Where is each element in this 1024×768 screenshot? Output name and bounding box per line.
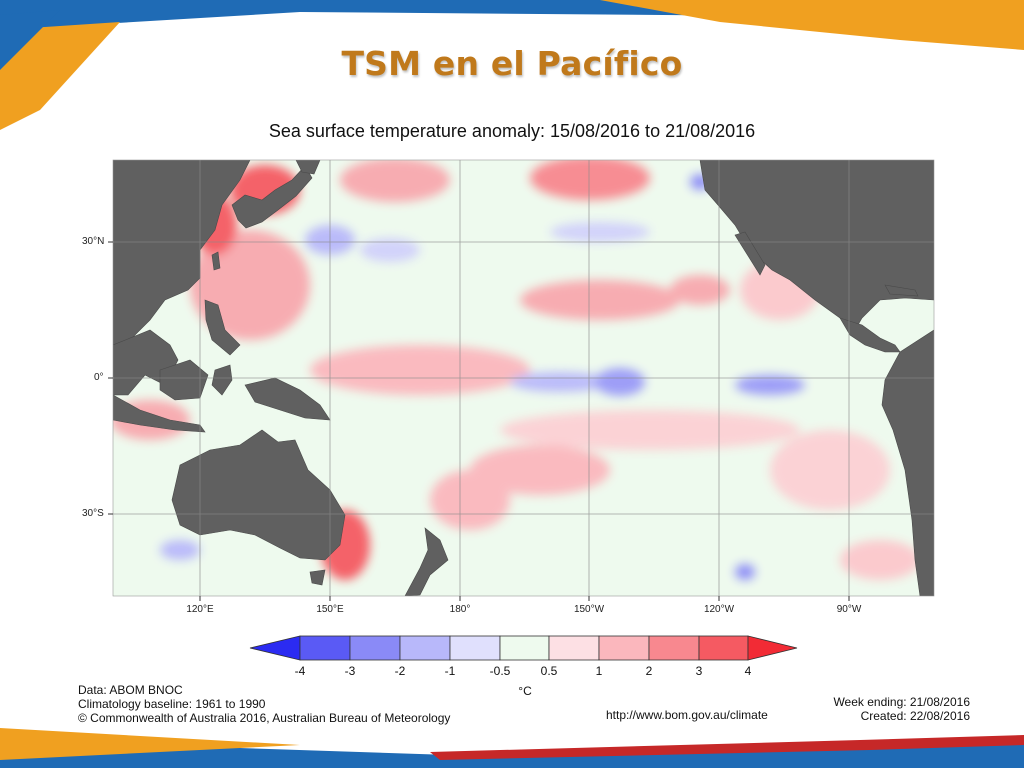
lat-label-30s: 30°S: [82, 508, 104, 519]
colorbar-tick: -1: [444, 664, 456, 678]
colorbar-tick: 0.5: [540, 664, 558, 678]
colorbar-segment: [449, 635, 501, 661]
footer-credits: Data: ABOM BNOC Climatology baseline: 19…: [78, 683, 450, 725]
colorbar-segment-min: [249, 635, 301, 661]
colorbar-tick: -0.5: [489, 664, 511, 678]
lon-label-120e: 120°E: [186, 604, 214, 615]
colorbar-segment: [598, 635, 650, 661]
climatology-baseline: Climatology baseline: 1961 to 1990: [78, 697, 266, 711]
colorbar-tick: -4: [294, 664, 306, 678]
colorbar-tick: 3: [695, 664, 703, 678]
map-title: Sea surface temperature anomaly: 15/08/2…: [268, 121, 756, 141]
colorbar-tick: 1: [595, 664, 603, 678]
footer-dates: Week ending: 21/08/2016 Created: 22/08/2…: [833, 695, 970, 723]
created-date: Created: 22/08/2016: [860, 709, 970, 723]
colorbar: [249, 635, 798, 661]
colorbar-segment-max: [747, 635, 798, 661]
colorbar-tick: 2: [645, 664, 653, 678]
colorbar-segment: [548, 635, 600, 661]
colorbar-segment: [299, 635, 351, 661]
lat-label-equator: 0°: [94, 372, 104, 383]
anomaly-field: [113, 160, 934, 580]
colorbar-segment: [648, 635, 700, 661]
slide-title: TSM en el Pacífico: [341, 44, 683, 83]
colorbar-segment: [349, 635, 401, 661]
colorbar-tick: 4: [744, 664, 752, 678]
colorbar-unit: °C: [518, 684, 532, 698]
lon-label-90w: 90°W: [836, 604, 862, 615]
lon-label-120w: 120°W: [703, 604, 735, 615]
colorbar-segment: [399, 635, 451, 661]
colorbar-tick: -2: [394, 664, 406, 678]
lon-label-180: 180°: [449, 604, 471, 615]
copyright-notice: © Commonwealth of Australia 2016, Austra…: [78, 711, 451, 725]
colorbar-tick: -3: [344, 664, 356, 678]
land: [113, 160, 934, 596]
colorbar-segment: [499, 635, 550, 661]
lat-label-30n: 30°N: [82, 236, 105, 247]
source-url: http://www.bom.gov.au/climate: [606, 708, 768, 722]
graticule: [113, 160, 934, 596]
colorbar-segment: [698, 635, 749, 661]
week-ending: Week ending: 21/08/2016: [833, 695, 970, 709]
lon-label-150e: 150°E: [316, 604, 344, 615]
data-source: Data: ABOM BNOC: [78, 683, 183, 697]
lon-label-150w: 150°W: [573, 604, 605, 615]
